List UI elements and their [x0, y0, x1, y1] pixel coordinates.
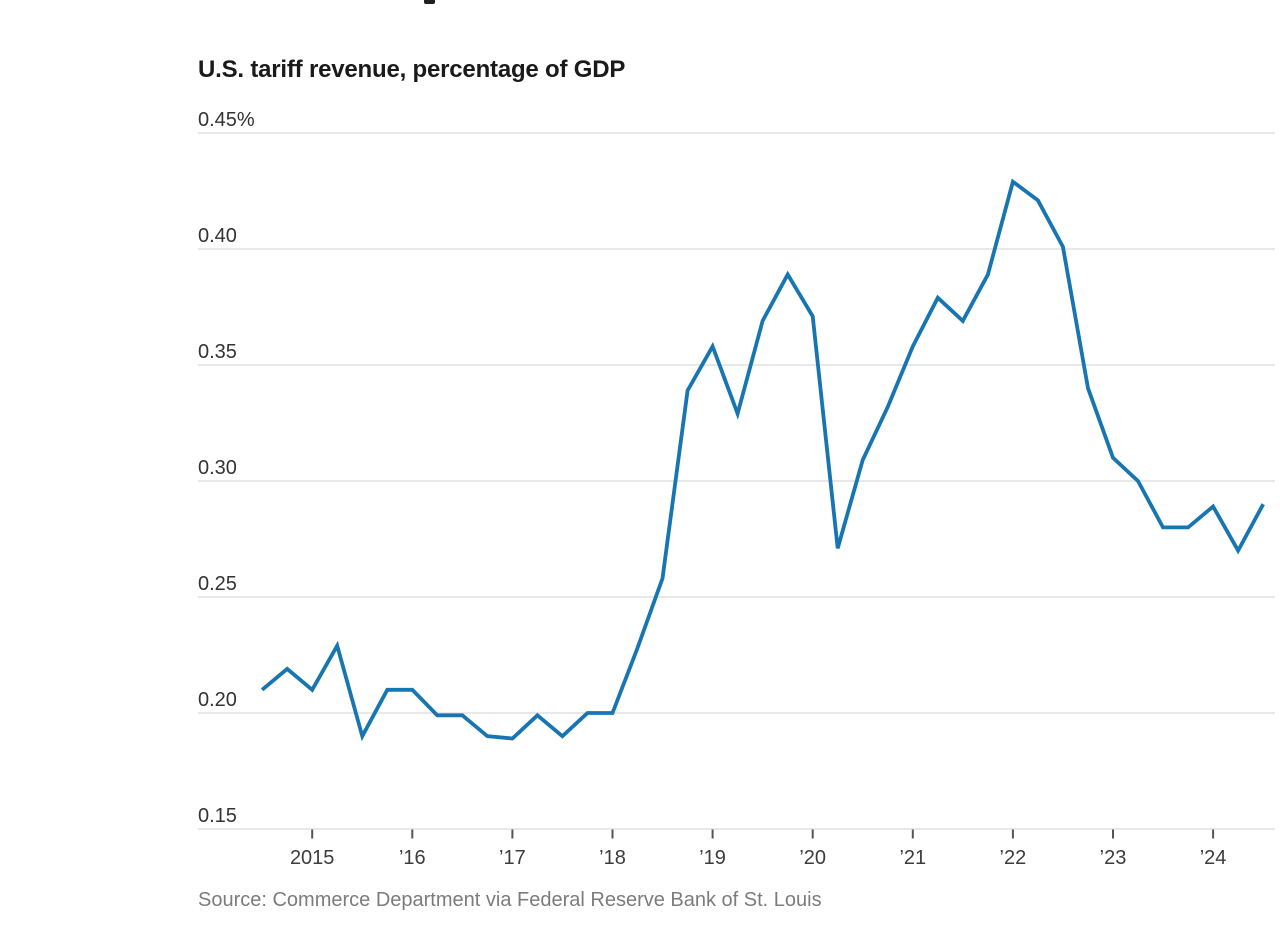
y-axis-label: 0.15 — [198, 805, 237, 827]
x-axis-label: ’20 — [799, 847, 826, 869]
x-axis-label: ’17 — [499, 847, 526, 869]
x-axis-label: ’21 — [899, 847, 926, 869]
cropped-text-artifact — [424, 0, 435, 4]
x-axis-label: ’24 — [1200, 847, 1227, 869]
y-axis-label: 0.40 — [198, 225, 237, 247]
y-axis-label: 0.45% — [198, 109, 255, 131]
tariff-revenue-line — [260, 178, 1265, 742]
y-axis-label: 0.30 — [198, 457, 237, 479]
x-axis-label: ’16 — [399, 847, 426, 869]
x-axis-label: ’22 — [1000, 847, 1027, 869]
y-axis-label: 0.25 — [198, 573, 237, 595]
x-axis-label: ’18 — [599, 847, 626, 869]
y-axis-label: 0.35 — [198, 341, 237, 363]
x-axis-label: 2015 — [290, 847, 335, 869]
x-axis-label: ’19 — [699, 847, 726, 869]
chart-title: U.S. tariff revenue, percentage of GDP — [198, 56, 626, 83]
y-axis-label: 0.20 — [198, 689, 237, 711]
x-axis-label: ’23 — [1100, 847, 1127, 869]
source-note: Source: Commerce Department via Federal … — [198, 889, 822, 911]
